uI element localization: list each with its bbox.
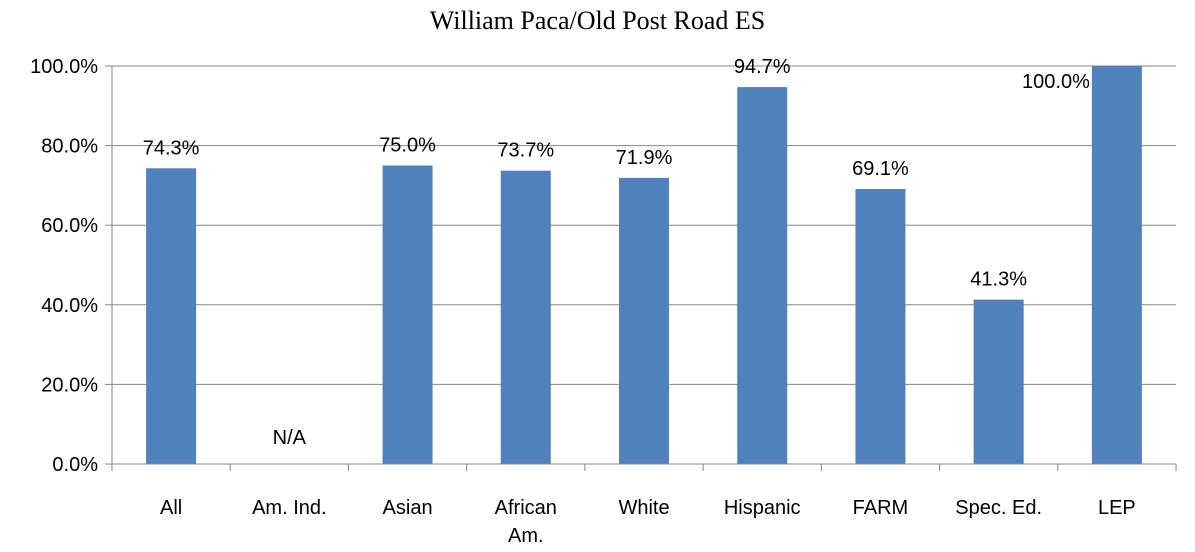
data-label: 100.0% (1022, 71, 1090, 93)
bar (619, 177, 669, 464)
y-tick-label: 0.0% (52, 454, 98, 476)
y-tick-label: 100.0% (30, 56, 98, 78)
x-category-label: Spec. Ed. (955, 497, 1042, 519)
y-tick-label: 80.0% (41, 136, 98, 158)
x-category-label: All (160, 497, 182, 519)
x-category-label: Hispanic (724, 497, 801, 519)
y-tick-label: 20.0% (41, 374, 98, 396)
bar (382, 165, 433, 464)
x-category-label: White (618, 497, 669, 519)
bar (500, 170, 551, 464)
data-label: 75.0% (379, 135, 436, 157)
data-label: 94.7% (734, 56, 791, 78)
bar (146, 168, 197, 464)
bar (855, 188, 906, 464)
data-label: 71.9% (616, 147, 673, 169)
bar (973, 299, 1024, 464)
x-category-label: Asian (383, 497, 433, 519)
data-label: 41.3% (970, 269, 1027, 291)
x-category-label: FARM (853, 497, 909, 519)
y-tick-label: 40.0% (41, 295, 98, 317)
x-category-label: African (495, 497, 557, 519)
x-category-label: LEP (1098, 497, 1136, 519)
bars (146, 66, 1142, 465)
y-tick-label: 60.0% (41, 215, 98, 237)
data-label: 69.1% (852, 158, 909, 180)
axes (105, 65, 1177, 471)
labels: 0.0% 20.0% 40.0% 60.0% 80.0% 100.0% 74.3% All N/… (30, 56, 1136, 547)
data-label: 73.7% (497, 140, 554, 162)
chart-title: William Paca/Old Post Road ES (429, 6, 766, 35)
x-category-label: Am. (508, 525, 544, 547)
bar (737, 87, 788, 465)
x-category-label: Am. Ind. (252, 497, 326, 519)
data-label: 74.3% (143, 137, 200, 159)
data-label: N/A (273, 427, 307, 449)
bar (1091, 66, 1142, 464)
